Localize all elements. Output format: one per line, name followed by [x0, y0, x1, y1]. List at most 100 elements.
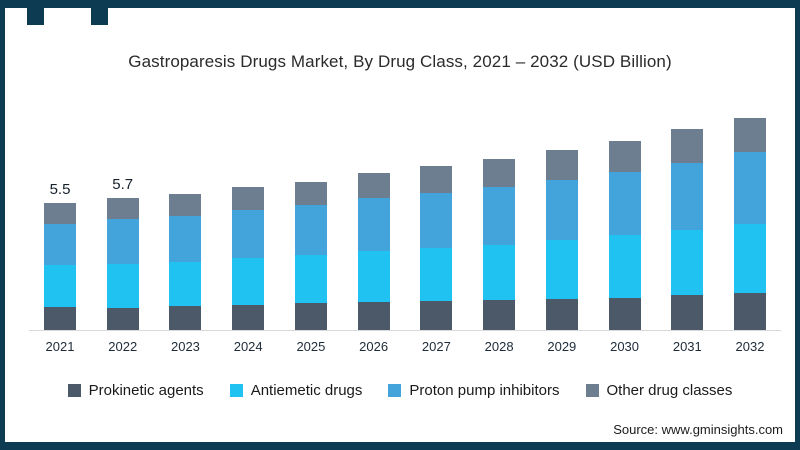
- bar-slot-2028: 2028: [483, 103, 516, 354]
- bar-2029: [545, 149, 578, 330]
- bar-2024: [232, 186, 265, 330]
- segment-prokinetic-agents-2023: [169, 305, 202, 330]
- bar-slot-2022: 5.7 2022: [106, 103, 139, 354]
- segment-antiemetic-drugs-2025: [294, 254, 327, 304]
- bar-2021: [44, 202, 76, 330]
- segment-prokinetic-agents-2029: [545, 298, 578, 330]
- segment-other-drug-classes-2028: [483, 159, 516, 187]
- legend-swatch-icon: [67, 384, 81, 397]
- legend-swatch-icon: [388, 384, 402, 397]
- segment-other-drug-classes-2027: [420, 166, 453, 193]
- segment-proton-pump-inhibitors-2023: [169, 215, 202, 262]
- segment-proton-pump-inhibitors-2032: [734, 152, 767, 224]
- chart-title: Gastroparesis Drugs Market, By Drug Clas…: [128, 52, 672, 71]
- legend-item-prokinetic-agents: Prokinetic agents: [67, 382, 204, 399]
- segment-proton-pump-inhibitors-2022: [106, 219, 139, 265]
- bar-2030: [608, 140, 641, 330]
- segment-prokinetic-agents-2030: [608, 297, 641, 330]
- axis-label-2029: 2029: [547, 339, 577, 354]
- plot-area: 5.5 2021 5.7 2022 2023 2024 2025 2026 2027 2028 20…: [29, 103, 781, 354]
- segment-prokinetic-agents-2025: [294, 303, 327, 330]
- segment-antiemetic-drugs-2026: [357, 251, 390, 303]
- bar-slot-2031: 2031: [671, 103, 704, 354]
- bar-2023: [169, 193, 202, 330]
- bar-2026: [357, 172, 390, 330]
- segment-prokinetic-agents-2021: [44, 306, 76, 330]
- bar-slot-2032: 2032: [734, 103, 767, 354]
- legend-label: Proton pump inhibitors: [409, 382, 560, 399]
- segment-antiemetic-drugs-2028: [483, 244, 516, 300]
- bar-2028: [483, 159, 516, 330]
- legend-swatch-icon: [229, 384, 243, 397]
- axis-label-2032: 2032: [735, 339, 765, 354]
- segment-proton-pump-inhibitors-2028: [483, 186, 516, 245]
- segment-other-drug-classes-2031: [671, 129, 704, 163]
- bar-slot-2024: 2024: [232, 103, 265, 354]
- segment-antiemetic-drugs-2029: [545, 239, 578, 299]
- brand-decoration: [27, 8, 108, 25]
- axis-label-2031: 2031: [672, 339, 702, 354]
- segment-antiemetic-drugs-2024: [232, 258, 265, 305]
- bar-slot-2023: 2023: [169, 103, 202, 354]
- legend-swatch-icon: [585, 384, 599, 397]
- axis-label-2022: 2022: [108, 339, 138, 354]
- segment-antiemetic-drugs-2032: [734, 223, 767, 294]
- segment-antiemetic-drugs-2031: [671, 229, 704, 296]
- brand-square-icon: [91, 8, 108, 25]
- segment-other-drug-classes-2024: [232, 186, 265, 210]
- segment-other-drug-classes-2021: [44, 202, 76, 224]
- segment-antiemetic-drugs-2030: [608, 235, 641, 298]
- segment-other-drug-classes-2026: [357, 172, 390, 199]
- source-text: Source: www.gminsights.com: [613, 422, 783, 437]
- axis-label-2023: 2023: [170, 339, 200, 354]
- segment-prokinetic-agents-2028: [483, 299, 516, 330]
- segment-prokinetic-agents-2022: [106, 308, 139, 330]
- value-label-2021: 5.5: [49, 180, 71, 198]
- axis-label-2025: 2025: [296, 339, 326, 354]
- segment-other-drug-classes-2022: [106, 198, 139, 220]
- legend-item-proton-pump-inhibitors: Proton pump inhibitors: [388, 382, 560, 399]
- legend-label: Other drug classes: [606, 382, 733, 399]
- segment-antiemetic-drugs-2027: [420, 248, 453, 302]
- segment-antiemetic-drugs-2023: [169, 261, 202, 306]
- segment-proton-pump-inhibitors-2027: [420, 192, 453, 248]
- segment-prokinetic-agents-2026: [357, 302, 390, 330]
- segment-other-drug-classes-2025: [294, 182, 327, 206]
- bar-2022: [106, 198, 139, 330]
- legend-label: Antiemetic drugs: [250, 382, 363, 399]
- legend-label: Prokinetic agents: [88, 382, 204, 399]
- bar-slot-2027: 2027: [420, 103, 453, 354]
- segment-proton-pump-inhibitors-2026: [357, 198, 390, 252]
- bar-2032: [734, 117, 767, 330]
- legend-item-other-drug-classes: Other drug classes: [585, 382, 733, 399]
- axis-label-2030: 2030: [610, 339, 640, 354]
- legend: Prokinetic agents Antiemetic drugs Proton …: [5, 382, 795, 399]
- segment-proton-pump-inhibitors-2029: [545, 179, 578, 240]
- segment-proton-pump-inhibitors-2025: [294, 205, 327, 255]
- segment-other-drug-classes-2023: [169, 193, 202, 216]
- segment-prokinetic-agents-2031: [671, 295, 704, 330]
- axis-label-2027: 2027: [421, 339, 451, 354]
- bar-slot-2029: 2029: [545, 103, 578, 354]
- segment-prokinetic-agents-2027: [420, 301, 453, 330]
- bar-slot-2030: 2030: [608, 103, 641, 354]
- segment-antiemetic-drugs-2021: [44, 265, 76, 307]
- axis-label-2024: 2024: [233, 339, 263, 354]
- brand-square-icon: [27, 8, 44, 25]
- bar-2027: [420, 166, 453, 330]
- segment-other-drug-classes-2030: [608, 140, 641, 172]
- bar-slot-2026: 2026: [357, 103, 390, 354]
- segment-proton-pump-inhibitors-2021: [44, 223, 76, 266]
- segment-prokinetic-agents-2032: [734, 293, 767, 330]
- segment-other-drug-classes-2032: [734, 117, 767, 153]
- value-label-2022: 5.7: [112, 176, 134, 194]
- axis-label-2028: 2028: [484, 339, 514, 354]
- legend-item-antiemetic-drugs: Antiemetic drugs: [229, 382, 363, 399]
- bar-slot-2025: 2025: [294, 103, 327, 354]
- axis-label-2021: 2021: [45, 339, 75, 354]
- bar-slot-2021: 5.5 2021: [44, 103, 76, 354]
- segment-antiemetic-drugs-2022: [106, 264, 139, 309]
- segment-prokinetic-agents-2024: [232, 304, 265, 330]
- bar-2031: [671, 129, 704, 330]
